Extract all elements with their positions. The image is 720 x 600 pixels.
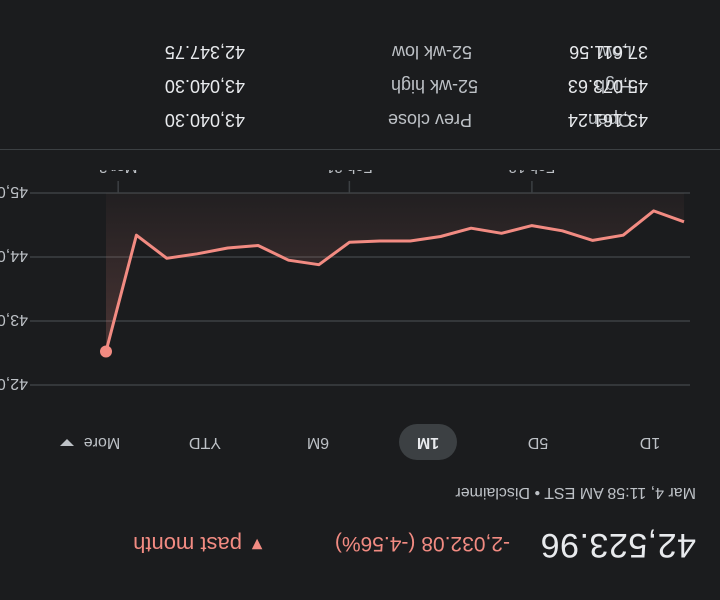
latest-price-marker: [100, 345, 112, 358]
high-value: 43,040.30: [164, 76, 245, 96]
price-area-fill: [106, 193, 684, 352]
wk52-low-value: 37,611.56: [569, 42, 648, 62]
tab-6m[interactable]: 6M: [306, 434, 330, 451]
wk52-high-label: 52-wk high: [390, 76, 478, 96]
quote-timestamp: Mar 4, 11:58 AM EST • Disclaimer: [455, 484, 696, 501]
price-line: [104, 209, 685, 352]
change-period: past month: [133, 532, 242, 557]
wk52-high-value: 45,073.63: [567, 76, 648, 96]
price-change: -2,032.08 (-4.56%): [334, 532, 510, 555]
quote-header: 42,523.96 -2,032.08 (-4.56%) ▼ past mont…: [0, 470, 720, 600]
x-tick-label: Feb 12: [509, 170, 556, 176]
arrow-down-icon: ▼: [248, 535, 266, 555]
wk52-low-label: 52-wk low: [391, 42, 472, 62]
chart-svg: 45,000 44,000 43,000 42,000 Mar 3 Feb 21 Feb 1…: [0, 159, 690, 392]
x-tick-label: Feb 21: [326, 170, 373, 176]
prev-close-value: 43,161.24: [567, 110, 648, 130]
y-tick-label: 44,000: [0, 247, 28, 264]
current-price: 42,523.96: [540, 526, 696, 564]
tab-1d[interactable]: 1D: [639, 434, 661, 451]
chevron-down-icon: [59, 438, 74, 446]
more-label: More: [83, 434, 121, 451]
stats-table: Open 43,040.30 High 43,040.30 Low 42,347…: [0, 10, 720, 130]
y-tick-label: 43,000: [0, 311, 28, 328]
section-divider: [0, 149, 720, 150]
range-selector: 1D 5D 1M 6M YTD More: [0, 415, 720, 470]
open-value: 43,040.30: [164, 110, 245, 130]
price-chart: 45,000 44,000 43,000 42,000 Mar 3 Feb 21 Feb 1…: [0, 159, 720, 415]
tab-5d[interactable]: 5D: [527, 434, 549, 451]
tab-ytd[interactable]: YTD: [189, 434, 221, 451]
prev-close-label: Prev close: [387, 110, 472, 130]
low-value: 42,347.75: [164, 42, 245, 62]
y-tick-label: 45,000: [0, 183, 28, 200]
x-tick-label: Mar 3: [99, 170, 137, 176]
tab-1m[interactable]: 1M: [399, 424, 457, 460]
y-tick-label: 42,000: [0, 375, 28, 392]
more-button[interactable]: More: [40, 424, 140, 460]
